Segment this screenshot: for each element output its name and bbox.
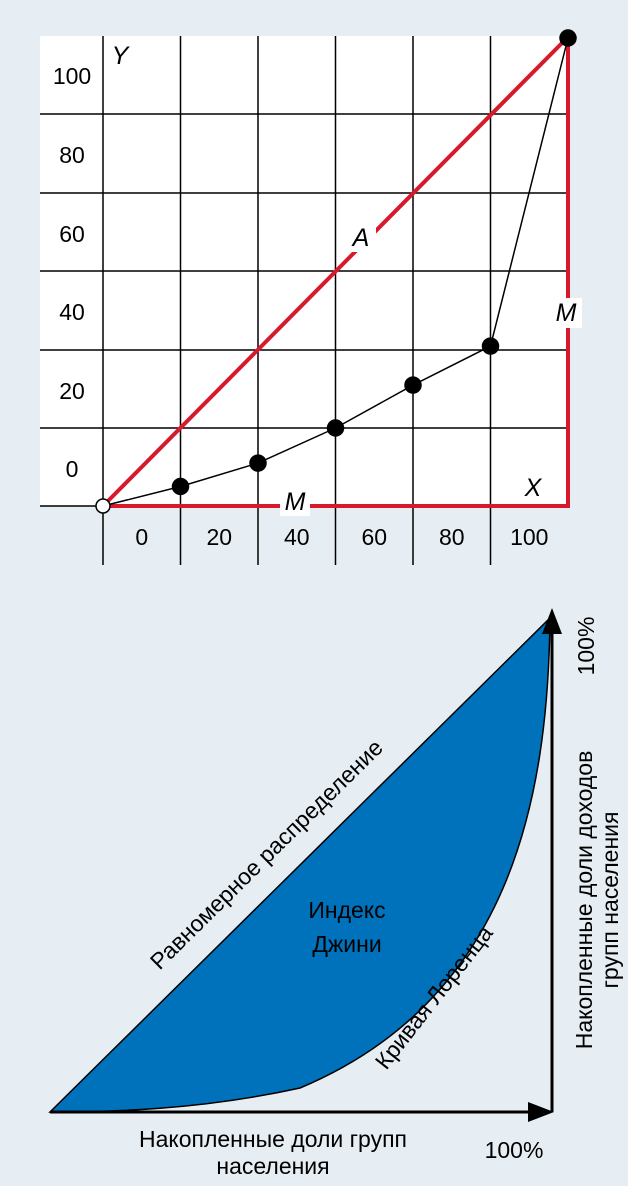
label-a: A <box>351 224 370 252</box>
x-tick-label: 80 <box>439 524 465 550</box>
x-axis-end-label: 100% <box>485 1137 544 1163</box>
x-tick-label: 60 <box>361 524 387 550</box>
label-m-bottom: M <box>285 488 306 516</box>
y-tick-label: 100 <box>53 63 91 89</box>
x-axis-arrowhead <box>528 1102 554 1122</box>
lorenz-grid-chart: 0 20 40 60 80 100 100 80 60 40 20 0 Y X A M M <box>40 29 582 565</box>
gini-area <box>48 616 551 1113</box>
y-axis-letter: Y <box>112 42 131 70</box>
max-inequality-line-m <box>103 38 570 508</box>
origin-point <box>95 498 111 514</box>
y-tick-label: 40 <box>59 299 85 325</box>
lorenz-point <box>171 477 190 496</box>
x-axis-title-line2: населения <box>216 1153 329 1179</box>
y-tick-label: 20 <box>59 378 85 404</box>
y-axis-arrowhead <box>542 608 562 634</box>
equality-line-a <box>101 35 570 508</box>
x-tick-label: 40 <box>284 524 310 550</box>
tick-labels: 0 20 40 60 80 100 100 80 60 40 20 0 <box>53 63 549 550</box>
lorenz-point <box>249 454 267 472</box>
label-m-right: M <box>556 299 577 327</box>
y-tick-label: 80 <box>59 142 85 168</box>
label-a-backdrop <box>348 222 376 252</box>
x-axis-title-line1: Накопленные доли групп <box>139 1126 407 1152</box>
lorenz-point <box>404 376 422 394</box>
y-axis-title-line1: Накопленные доли доходов <box>571 751 597 1050</box>
lorenz-point <box>481 337 500 355</box>
series-layer <box>95 29 577 514</box>
y-tick-label: 0 <box>66 456 79 482</box>
y-tick-label: 60 <box>59 221 85 247</box>
x-axis-letter: X <box>524 474 543 502</box>
gini-index-label-line2: Джини <box>312 931 381 957</box>
y-axis-title-line2: групп населения <box>597 812 623 989</box>
lorenz-point <box>559 29 577 47</box>
grid <box>40 36 568 565</box>
x-tick-label: 20 <box>206 524 232 550</box>
x-tick-label: 0 <box>135 524 148 550</box>
y-axis-end-label: 100% <box>573 617 599 676</box>
gini-index-label-line1: Индекс <box>308 897 385 923</box>
label-m-right-backdrop <box>552 298 582 328</box>
lorenz-point <box>326 419 345 437</box>
x-tick-label: 100 <box>510 524 548 550</box>
label-m-bottom-backdrop <box>280 488 310 516</box>
gini-diagram: Индекс Джини Равномерное распределение К… <box>48 608 623 1179</box>
